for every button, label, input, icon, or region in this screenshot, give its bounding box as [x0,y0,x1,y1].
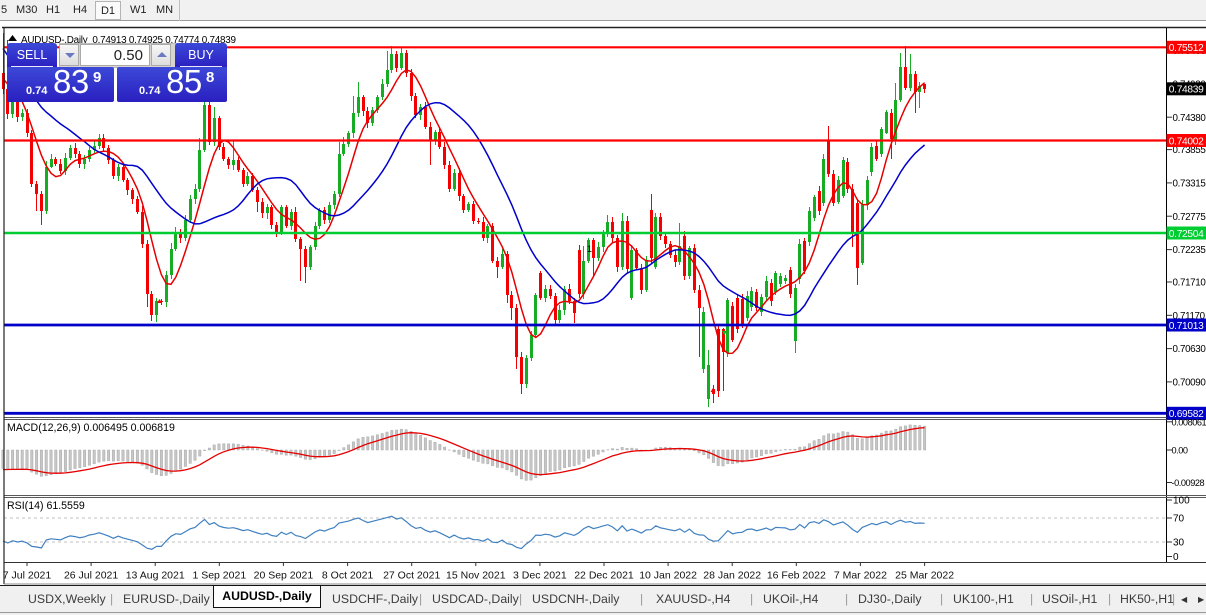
svg-text:0.72775: 0.72775 [1173,212,1206,223]
svg-text:13 Aug 2021: 13 Aug 2021 [126,570,185,582]
svg-text:AUDUSD-,Daily 0.74913 0.74925: AUDUSD-,Daily 0.74913 0.74925 0.74774 0.… [21,35,236,46]
svg-text:26 Jul 2021: 26 Jul 2021 [64,570,118,582]
svg-text:-0.00928: -0.00928 [1172,478,1205,488]
svg-text:0.00: 0.00 [1172,446,1188,456]
svg-text:0.75512: 0.75512 [1169,43,1204,54]
svg-text:20 Sep 2021: 20 Sep 2021 [254,570,314,582]
svg-text:0.70630: 0.70630 [1173,344,1206,355]
svg-text:7 Mar 2022: 7 Mar 2022 [834,570,887,582]
svg-text:0.71170: 0.71170 [1173,311,1206,322]
svg-text:0: 0 [1173,552,1179,563]
svg-text:0.74839: 0.74839 [1169,85,1204,96]
svg-text:25 Mar 2022: 25 Mar 2022 [895,570,954,582]
svg-text:7 Jul 2021: 7 Jul 2021 [3,570,52,582]
svg-text:0.70090: 0.70090 [1173,378,1206,389]
svg-text:0.73315: 0.73315 [1173,179,1206,190]
svg-text:0.69582: 0.69582 [1169,409,1204,420]
svg-text:30: 30 [1173,538,1185,549]
svg-text:100: 100 [1173,496,1190,507]
svg-text:0.71710: 0.71710 [1173,278,1206,289]
svg-text:0.74002: 0.74002 [1169,136,1204,147]
svg-text:0.73855: 0.73855 [1173,145,1206,156]
svg-text:0.008061: 0.008061 [1172,417,1206,427]
svg-text:28 Jan 2022: 28 Jan 2022 [703,570,761,582]
svg-text:15 Nov 2021: 15 Nov 2021 [446,570,506,582]
svg-text:RSI(14) 61.5559: RSI(14) 61.5559 [7,500,85,512]
svg-text:16 Feb 2022: 16 Feb 2022 [767,570,826,582]
svg-text:MACD(12,26,9) 0.006495 0.00681: MACD(12,26,9) 0.006495 0.006819 [7,422,175,434]
svg-text:22 Dec 2021: 22 Dec 2021 [574,570,634,582]
svg-text:10 Jan 2022: 10 Jan 2022 [639,570,697,582]
svg-text:27 Oct 2021: 27 Oct 2021 [383,570,440,582]
svg-text:1: 1 [587,244,592,254]
svg-text:8 Oct 2021: 8 Oct 2021 [322,570,374,582]
svg-text:3 Dec 2021: 3 Dec 2021 [513,570,567,582]
svg-text:0.72235: 0.72235 [1173,245,1206,256]
svg-text:1 Sep 2021: 1 Sep 2021 [192,570,246,582]
svg-text:0.71013: 0.71013 [1169,321,1204,332]
svg-text:70: 70 [1173,514,1185,525]
svg-text:0.74380: 0.74380 [1173,113,1206,124]
svg-text:0.72504: 0.72504 [1169,229,1204,240]
